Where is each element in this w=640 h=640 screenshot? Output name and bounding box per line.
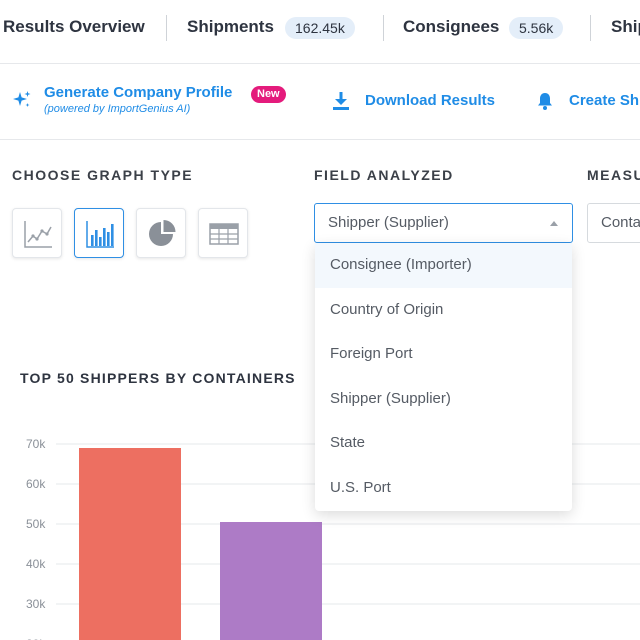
shipments-label: Shipments — [187, 17, 274, 36]
bell-icon[interactable] — [535, 91, 555, 111]
shippers-label: Ship — [611, 17, 640, 36]
download-icon[interactable] — [331, 91, 351, 111]
y-tick-label: 20k — [26, 637, 46, 640]
line-chart-icon — [24, 221, 52, 248]
pie-chart-button[interactable] — [136, 208, 186, 258]
choose-graph-type-heading: CHOOSE GRAPH TYPE — [12, 167, 194, 183]
generate-company-profile-label: Generate Company Profile — [44, 84, 233, 101]
table-icon — [209, 223, 239, 245]
table-button[interactable] — [198, 208, 248, 258]
consignees-label: Consignees — [403, 17, 500, 36]
new-badge: New — [251, 86, 286, 103]
option-consignee[interactable]: Consignee (Importer) — [315, 243, 572, 288]
y-tick-label: 30k — [26, 597, 46, 611]
divider — [166, 15, 167, 41]
chevron-up-icon — [550, 221, 558, 226]
measure-heading: MEASU — [587, 167, 640, 183]
option-shipper[interactable]: Shipper (Supplier) — [330, 389, 451, 407]
pie-chart-icon — [149, 220, 176, 246]
y-tick-label: 50k — [26, 517, 46, 531]
results-summary-bar: Results Overview Shipments 162.45k Consi… — [0, 0, 640, 64]
field-analyzed-heading: FIELD ANALYZED — [314, 167, 454, 183]
chart-title: TOP 50 SHIPPERS BY CONTAINERS — [20, 370, 296, 386]
divider — [590, 15, 591, 41]
field-analyzed-select[interactable]: Shipper (Supplier) — [314, 203, 573, 243]
bar-2[interactable] — [220, 522, 322, 640]
option-foreign-port[interactable]: Foreign Port — [330, 345, 413, 362]
y-tick-label: 40k — [26, 557, 46, 571]
bar-1[interactable] — [79, 448, 181, 640]
option-state[interactable]: State — [330, 434, 366, 451]
bar-chart-button[interactable] — [74, 208, 124, 258]
action-bar: Generate Company Profile (powered by Imp… — [0, 64, 640, 140]
create-alert-button[interactable]: Create Sh — [569, 92, 640, 109]
y-tick-label: 70k — [26, 437, 46, 451]
shipments-count-badge: 162.45k — [285, 17, 355, 39]
sparkle-icon — [13, 91, 31, 107]
powered-by-note: (powered by ImportGenius AI) — [44, 103, 191, 115]
results-overview-title: Results Overview — [3, 17, 145, 36]
field-options-dropdown: Consignee (Importer) Country of Origin F… — [315, 243, 572, 511]
option-us-port[interactable]: U.S. Port — [330, 478, 391, 496]
consignees-count-badge: 5.56k — [509, 17, 564, 39]
bar-chart-icon — [86, 221, 114, 248]
field-selected-value: Shipper (Supplier) — [328, 214, 449, 231]
line-chart-button[interactable] — [12, 208, 62, 258]
measure-select[interactable]: Conta — [587, 203, 640, 243]
y-tick-label: 60k — [26, 477, 46, 491]
download-results-button[interactable]: Download Results — [365, 92, 496, 109]
measure-selected-value: Conta — [601, 214, 640, 231]
divider — [383, 15, 384, 41]
option-country-of-origin[interactable]: Country of Origin — [330, 300, 444, 318]
